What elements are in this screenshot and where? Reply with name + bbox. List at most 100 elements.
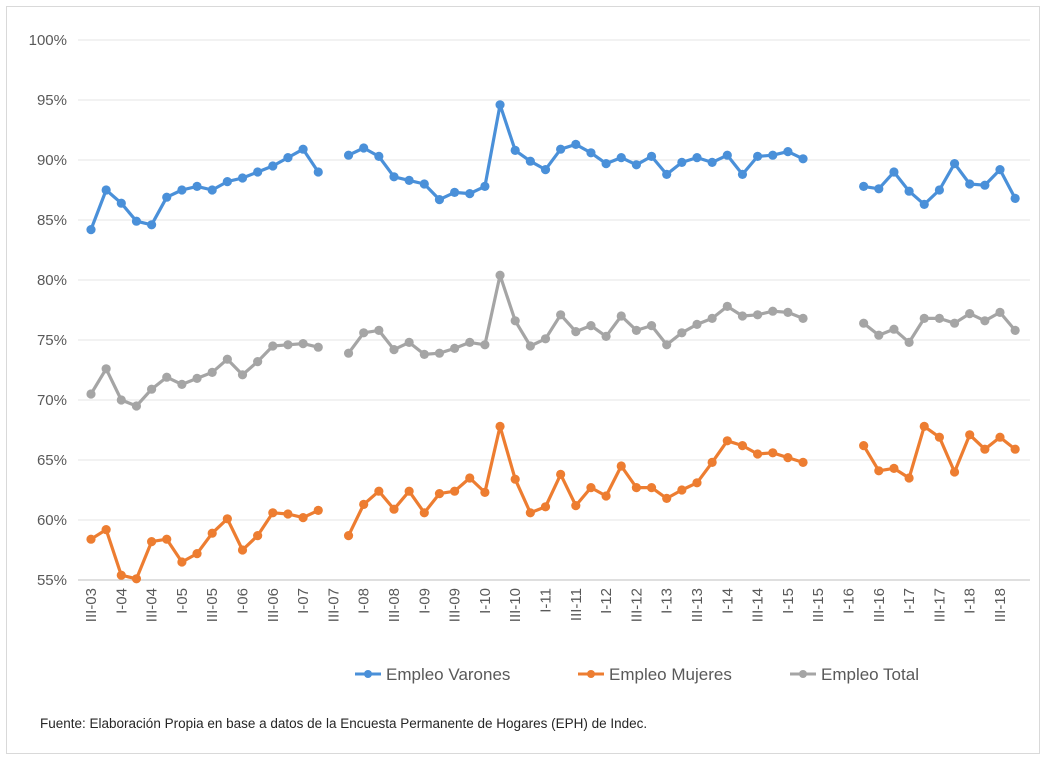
empleo-mujeres-point: [495, 421, 505, 431]
empleo-total-point: [692, 319, 702, 329]
empleo-total-point: [1010, 325, 1020, 335]
empleo-total-point: [949, 318, 960, 328]
empleo-mujeres-point: [343, 531, 354, 541]
empleo-mujeres-point: [874, 466, 884, 476]
empleo-varones-point: [631, 160, 642, 170]
x-tick-label: I-18: [962, 588, 979, 614]
gridlines: [78, 39, 1030, 521]
empleo-total-point: [86, 389, 96, 399]
empleo-total-point: [404, 337, 414, 347]
empleo-varones-point: [237, 173, 248, 183]
y-tick-label: 65%: [37, 452, 67, 469]
empleo-varones-line: [863, 162, 1017, 206]
x-tick-label: I-15: [780, 588, 797, 614]
y-tick-label: 90%: [37, 152, 67, 169]
empleo-total-line: [347, 273, 804, 356]
empleo-varones-point: [753, 151, 763, 161]
x-tick-label: I-16: [841, 588, 858, 614]
empleo-mujeres-point: [995, 432, 1005, 442]
empleo-varones-point: [283, 153, 293, 163]
empleo-total-point: [162, 372, 172, 382]
empleo-mujeres-point: [162, 534, 172, 544]
chart-frame: [6, 6, 1040, 754]
empleo-total-point: [768, 306, 778, 316]
empleo-mujeres-point: [131, 574, 142, 584]
empleo-varones-point: [1010, 193, 1020, 203]
empleo-mujeres-point: [949, 467, 960, 477]
empleo-total-point: [207, 367, 217, 377]
y-tick-label: 70%: [37, 392, 67, 409]
empleo-varones-point: [874, 184, 884, 194]
empleo-varones-point: [646, 151, 657, 161]
empleo-varones-point: [616, 153, 626, 163]
y-tick-label: 75%: [37, 332, 67, 349]
x-tick-label: I-09: [416, 588, 433, 614]
empleo-mujeres-point: [116, 570, 126, 580]
empleo-mujeres-point: [631, 483, 642, 493]
empleo-varones-point: [707, 157, 717, 167]
empleo-varones-point: [222, 177, 232, 187]
empleo-varones-point: [525, 156, 535, 166]
empleo-total-point: [616, 311, 626, 321]
empleo-mujeres-line: [347, 424, 804, 537]
empleo-varones-point: [192, 181, 202, 191]
empleo-total-legend-marker: [799, 670, 807, 678]
empleo-mujeres-point: [147, 537, 157, 547]
empleo-total-point: [222, 354, 232, 364]
empleo-varones-line: [89, 147, 320, 231]
x-tick-label: III-12: [628, 588, 645, 622]
empleo-total-series: [86, 270, 1020, 411]
empleo-total-point: [859, 318, 869, 328]
empleo-mujeres-point: [374, 486, 384, 496]
empleo-mujeres-point: [268, 508, 278, 518]
empleo-mujeres-point: [798, 457, 808, 467]
source-note: Fuente: Elaboración Propia en base a dat…: [40, 716, 648, 731]
x-tick-label: III-09: [447, 588, 464, 622]
empleo-mujeres-point: [101, 525, 111, 535]
empleo-total-line: [89, 342, 319, 408]
empleo-total-point: [919, 313, 929, 323]
empleo-total-point: [116, 395, 126, 405]
empleo-mujeres-point: [919, 421, 929, 431]
empleo-total-point: [904, 337, 914, 347]
empleo-varones-point: [934, 185, 945, 195]
empleo-varones-point: [162, 192, 172, 202]
empleo-total-point: [646, 321, 657, 331]
empleo-total-point: [571, 327, 581, 337]
empleo-total-point: [753, 310, 763, 320]
empleo-mujeres-point: [859, 441, 869, 451]
empleo-mujeres-point: [677, 485, 687, 495]
x-axis-ticks: III-03 I-04 III-04 I-05 III-05 I-06 III-06 I-07…: [83, 588, 1009, 622]
empleo-varones-point: [601, 159, 611, 169]
empleo-varones-point: [692, 153, 702, 163]
empleo-total-point: [343, 348, 354, 358]
empleo-mujeres-point: [601, 491, 611, 501]
empleo-total-point: [389, 345, 399, 355]
empleo-mujeres-point: [480, 487, 490, 497]
empleo-varones-point: [919, 199, 929, 209]
empleo-total-point: [268, 341, 278, 351]
x-tick-label: III-17: [931, 588, 948, 622]
empleo-total-point: [131, 401, 142, 411]
x-tick-label: I-08: [356, 588, 373, 614]
empleo-mujeres-point: [253, 531, 263, 541]
x-tick-label: I-04: [113, 588, 130, 614]
empleo-mujeres-point: [1010, 444, 1020, 454]
empleo-varones-legend-label: Empleo Varones: [386, 665, 510, 684]
empleo-varones-point: [737, 169, 748, 179]
empleo-total-point: [253, 357, 263, 367]
x-tick-label: I-14: [719, 588, 736, 614]
empleo-varones-point: [571, 139, 581, 149]
empleo-varones-point: [889, 167, 899, 177]
empleo-total-point: [874, 330, 884, 340]
empleo-varones-point: [434, 195, 445, 205]
empleo-mujeres-point: [934, 432, 945, 442]
empleo-total-point: [722, 301, 732, 311]
empleo-total-point: [465, 337, 475, 347]
empleo-total-point: [556, 310, 566, 320]
x-tick-label: I-10: [477, 588, 494, 614]
empleo-varones-point: [207, 185, 217, 195]
x-tick-label: III-11: [568, 588, 585, 621]
empleo-mujeres-point: [753, 449, 763, 459]
